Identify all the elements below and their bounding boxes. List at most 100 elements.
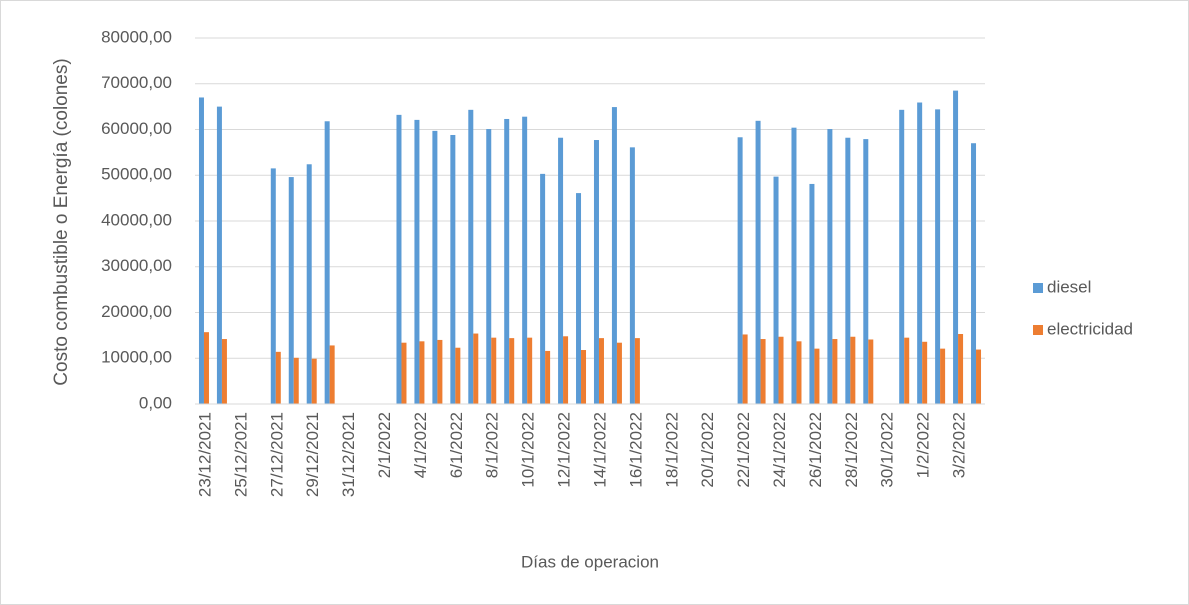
bar (832, 339, 838, 404)
x-tick-label: 30/1/2022 (878, 412, 897, 488)
bar (414, 119, 420, 404)
bar (899, 109, 905, 404)
bar (850, 336, 856, 404)
legend-label: electricidad (1047, 319, 1133, 338)
y-tick-label: 30000,00 (101, 256, 172, 275)
bar (598, 338, 604, 404)
bar (311, 358, 317, 404)
x-tick-label: 24/1/2022 (770, 412, 789, 488)
x-tick-label: 25/12/2021 (231, 412, 250, 497)
x-tick-label: 23/12/2021 (195, 412, 214, 497)
bar (437, 339, 443, 404)
bar (576, 193, 582, 404)
bar (791, 127, 797, 405)
bar (904, 337, 910, 404)
y-tick-label: 80000,00 (101, 27, 172, 46)
bar (522, 116, 528, 404)
bar (329, 345, 335, 404)
bar (509, 338, 515, 404)
bar (629, 147, 635, 404)
y-tick-label: 70000,00 (101, 73, 172, 92)
bar (198, 97, 204, 404)
bar (275, 351, 281, 404)
bar (396, 114, 402, 405)
y-tick-label: 20000,00 (101, 302, 172, 321)
x-tick-label: 29/12/2021 (303, 412, 322, 497)
bar (401, 342, 407, 404)
bar (486, 129, 492, 405)
y-tick-label: 60000,00 (101, 119, 172, 138)
bar (773, 176, 779, 404)
legend-label: diesel (1047, 277, 1091, 296)
x-tick-label: 12/1/2022 (555, 412, 574, 488)
bar (737, 137, 743, 404)
x-tick-label: 31/12/2021 (339, 412, 358, 497)
bar (953, 90, 959, 405)
bar (293, 357, 299, 404)
x-tick-label: 26/1/2022 (806, 412, 825, 488)
y-tick-label: 0,00 (139, 393, 172, 412)
bar (845, 137, 851, 405)
bar (306, 164, 312, 404)
bar (778, 336, 784, 404)
bar (958, 334, 964, 404)
bar (581, 350, 587, 404)
x-tick-label: 27/12/2021 (267, 412, 286, 497)
bar (796, 341, 802, 404)
bar (558, 137, 564, 405)
bar (563, 336, 569, 404)
bar (940, 348, 946, 404)
bar (504, 118, 510, 404)
x-tick-label: 28/1/2022 (842, 412, 861, 488)
y-tick-label: 40000,00 (101, 210, 172, 229)
bar (971, 143, 977, 404)
x-tick-label: 6/1/2022 (447, 412, 466, 478)
bar (468, 109, 474, 404)
x-tick-label: 18/1/2022 (662, 412, 681, 488)
bar (216, 106, 222, 404)
bar (203, 332, 209, 404)
bar (814, 348, 820, 404)
x-tick-label: 4/1/2022 (411, 412, 430, 478)
bar (545, 350, 551, 404)
bar (935, 109, 941, 405)
x-tick-label: 14/1/2022 (590, 412, 609, 488)
bar (634, 338, 640, 404)
bar (863, 139, 869, 405)
bar (616, 342, 622, 404)
bar (491, 337, 497, 404)
x-tick-label: 16/1/2022 (626, 412, 645, 488)
y-tick-label: 50000,00 (101, 165, 172, 184)
bar (593, 140, 599, 404)
bar (473, 333, 479, 404)
bar (288, 177, 294, 404)
x-tick-label: 1/2/2022 (914, 412, 933, 478)
bar (760, 339, 766, 404)
bar (450, 134, 456, 405)
bar (419, 341, 425, 404)
bar (922, 341, 928, 404)
bar (455, 347, 461, 404)
x-tick-label: 3/2/2022 (950, 412, 969, 478)
x-tick-label: 20/1/2022 (698, 412, 717, 488)
bar (270, 168, 276, 404)
bar (324, 121, 330, 404)
bar (868, 339, 874, 404)
bar (917, 102, 923, 404)
y-tick-label: 10000,00 (101, 348, 172, 367)
legend-swatch (1033, 283, 1043, 293)
bar (527, 337, 533, 404)
bar (432, 130, 438, 404)
y-axis-title: Costo combustible o Energía (colones) (51, 58, 72, 385)
x-tick-label: 2/1/2022 (375, 412, 394, 478)
bar (827, 129, 833, 405)
x-tick-label: 8/1/2022 (483, 412, 502, 478)
legend-swatch (1033, 325, 1043, 335)
bar (742, 334, 748, 404)
bar (221, 339, 227, 404)
bar (809, 183, 815, 404)
x-tick-label: 10/1/2022 (519, 412, 538, 488)
bar (611, 107, 617, 405)
bar (755, 120, 761, 405)
